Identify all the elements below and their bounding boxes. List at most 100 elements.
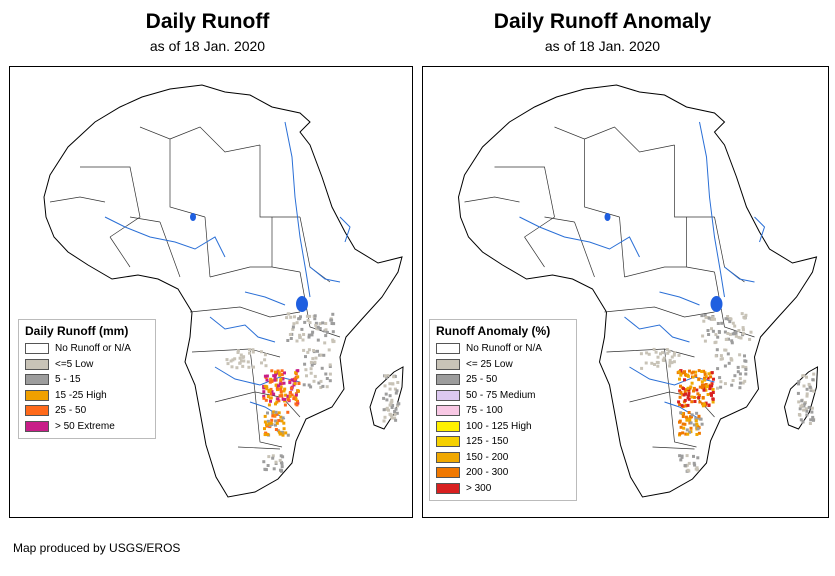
runoff-cell: [695, 388, 699, 392]
runoff-cell: [289, 391, 292, 394]
runoff-cell: [303, 320, 307, 324]
country-border: [652, 446, 695, 450]
runoff-cell: [702, 388, 706, 392]
country-border: [619, 216, 625, 278]
river: [699, 121, 725, 298]
runoff-cell: [640, 366, 644, 370]
runoff-cell: [283, 387, 287, 391]
runoff-cell: [394, 418, 398, 422]
runoff-cell: [325, 385, 329, 389]
runoff-cell: [743, 354, 746, 358]
runoff-cell: [282, 389, 286, 393]
runoff-cell: [281, 455, 285, 459]
runoff-cell: [281, 416, 285, 420]
river: [249, 401, 286, 420]
runoff-cell: [296, 399, 299, 403]
runoff-cell: [683, 389, 687, 393]
runoff-cell: [319, 353, 323, 357]
runoff-cell: [701, 404, 705, 408]
runoff-cell: [812, 418, 815, 422]
runoff-cell: [694, 374, 698, 378]
runoff-cell: [738, 381, 742, 385]
runoff-cell: [801, 403, 805, 407]
runoff-cell: [331, 338, 335, 342]
legend-item: No Runoff or N/A: [25, 341, 149, 357]
runoff-cell: [295, 321, 299, 325]
runoff-cell: [298, 333, 302, 337]
runoff-cell: [238, 356, 242, 360]
runoff-cell: [229, 359, 233, 363]
legend-label: 5 - 15: [55, 374, 81, 386]
river: [209, 316, 276, 343]
runoff-cell: [697, 369, 701, 373]
runoff-cell: [274, 419, 278, 423]
runoff-cell: [726, 315, 730, 318]
runoff-cell: [707, 372, 711, 376]
runoff-cell: [812, 389, 816, 393]
runoff-cell: [313, 317, 317, 321]
runoff-cell: [678, 432, 682, 436]
runoff-cell: [396, 381, 400, 384]
left-map-title: Daily Runoff: [145, 10, 270, 33]
runoff-cell: [259, 350, 263, 354]
runoff-cell: [710, 327, 713, 331]
runoff-cell: [690, 400, 694, 404]
runoff-cell: [280, 465, 284, 469]
left-legend: Daily Runoff (mm) No Runoff or N/A <=5 Lo…: [18, 319, 156, 439]
runoff-cell: [271, 454, 275, 458]
runoff-cell: [680, 454, 684, 458]
runoff-cell: [698, 385, 702, 389]
runoff-cell: [313, 314, 317, 318]
river: [244, 291, 286, 306]
runoff-cell: [316, 349, 319, 353]
runoff-cell: [686, 386, 690, 390]
legend-item: 200 - 300: [436, 465, 570, 481]
runoff-cell: [694, 467, 698, 471]
runoff-cell: [328, 365, 332, 368]
runoff-cell: [396, 404, 399, 408]
runoff-cell: [678, 403, 682, 406]
runoff-cell: [300, 327, 304, 331]
legend-item: > 50 Extreme: [25, 419, 149, 435]
runoff-cell: [703, 314, 707, 317]
country-border: [554, 126, 620, 218]
river: [339, 216, 351, 243]
runoff-cell: [685, 418, 689, 422]
runoff-cell: [686, 468, 690, 472]
runoff-cell: [684, 415, 688, 419]
runoff-cell: [302, 348, 306, 352]
runoff-cell: [801, 420, 805, 424]
runoff-cell: [274, 423, 277, 427]
runoff-cell: [656, 355, 660, 359]
left-map-panel: Daily Runoff (mm) No Runoff or N/A <=5 Lo…: [9, 66, 413, 518]
runoff-cell: [325, 330, 329, 334]
runoff-cell: [305, 314, 309, 318]
runoff-cell: [236, 351, 240, 354]
runoff-cell: [327, 348, 331, 352]
runoff-cell: [230, 365, 234, 369]
runoff-cell: [388, 394, 392, 398]
runoff-cell: [732, 332, 736, 335]
legend-label: No Runoff or N/A: [55, 343, 131, 355]
runoff-cell: [703, 378, 707, 382]
runoff-cell: [304, 355, 307, 359]
runoff-cell: [309, 360, 313, 364]
runoff-cell: [811, 415, 815, 419]
runoff-cell: [698, 417, 702, 421]
legend-label: > 300: [466, 482, 492, 494]
runoff-cell: [681, 431, 685, 435]
runoff-cell: [684, 432, 688, 436]
runoff-cell: [296, 375, 300, 379]
runoff-cell: [317, 381, 321, 385]
runoff-cell: [798, 413, 802, 417]
runoff-cell: [286, 398, 290, 402]
runoff-cell: [656, 364, 660, 368]
runoff-cell: [289, 337, 293, 340]
runoff-cell: [303, 362, 307, 366]
runoff-cell: [262, 460, 266, 464]
runoff-cell: [328, 363, 332, 367]
runoff-cell: [264, 364, 268, 368]
runoff-cell: [677, 370, 681, 374]
country-border: [139, 126, 206, 218]
runoff-cell: [652, 347, 656, 351]
